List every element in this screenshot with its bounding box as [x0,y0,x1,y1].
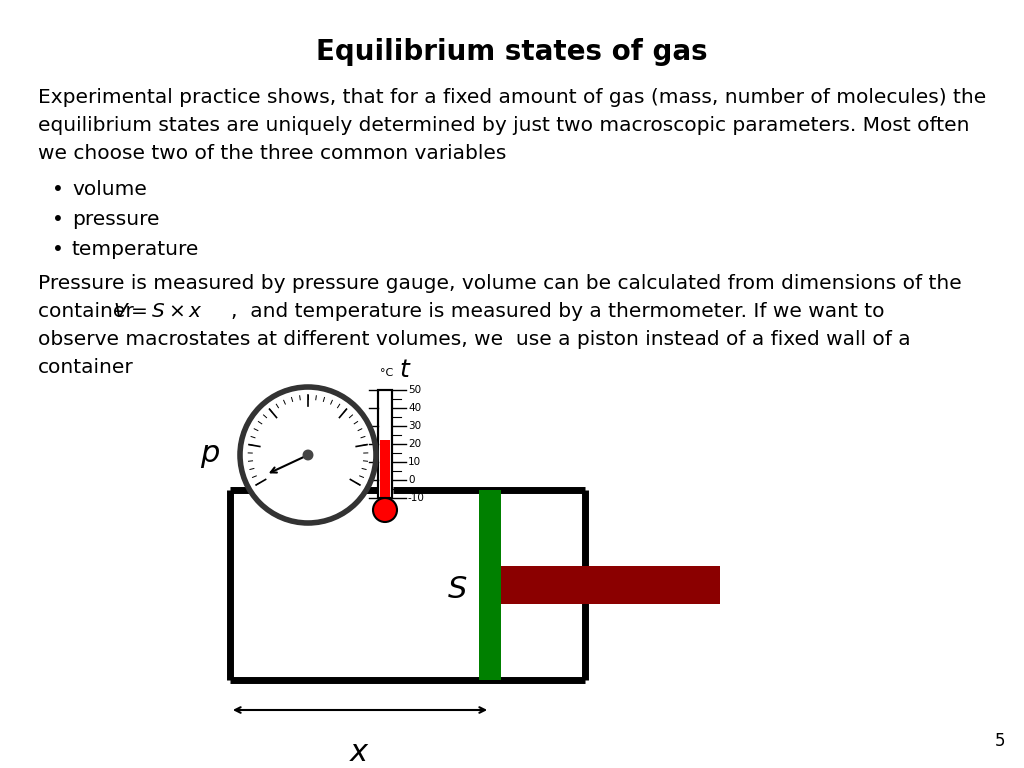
Text: $V = S \times x$: $V = S \times x$ [113,302,203,321]
Circle shape [240,387,376,523]
Bar [378,390,392,498]
Text: $S$: $S$ [446,575,467,604]
Text: Experimental practice shows, that for a fixed amount of gas (mass, number of mol: Experimental practice shows, that for a … [38,88,986,107]
Text: 20: 20 [408,439,421,449]
Circle shape [373,498,397,522]
Text: Pressure is measured by pressure gauge, volume can be calculated from dimensions: Pressure is measured by pressure gauge, … [38,274,962,293]
Bar [501,566,720,604]
Text: -10: -10 [408,493,425,503]
Text: •: • [52,210,63,229]
Text: temperature: temperature [72,240,200,259]
Bar [378,390,392,498]
Bar [380,440,390,498]
Text: observe macrostates at different volumes, we  use a piston instead of a fixed wa: observe macrostates at different volumes… [38,330,910,349]
Text: 40: 40 [408,403,421,413]
Text: we choose two of the three common variables: we choose two of the three common variab… [38,144,507,163]
Text: volume: volume [72,180,146,199]
Text: $x$: $x$ [349,738,371,767]
Text: container: container [38,358,134,377]
Text: Equilibrium states of gas: Equilibrium states of gas [316,38,708,66]
Text: $t$: $t$ [399,358,412,382]
Text: 30: 30 [408,421,421,431]
Text: °C: °C [380,368,393,378]
Text: container: container [38,302,140,321]
Text: •: • [52,240,63,259]
Text: ,  and temperature is measured by a thermometer. If we want to: , and temperature is measured by a therm… [231,302,885,321]
Bar [479,490,501,680]
Bar [299,490,317,523]
Text: $p$: $p$ [200,441,220,469]
Text: 0: 0 [408,475,415,485]
Text: 10: 10 [408,457,421,467]
Text: pressure: pressure [72,210,160,229]
Text: •: • [52,180,63,199]
Text: 5: 5 [994,732,1005,750]
Text: equilibrium states are uniquely determined by just two macroscopic parameters. M: equilibrium states are uniquely determin… [38,116,970,135]
Circle shape [303,450,312,460]
Text: 50: 50 [408,385,421,395]
